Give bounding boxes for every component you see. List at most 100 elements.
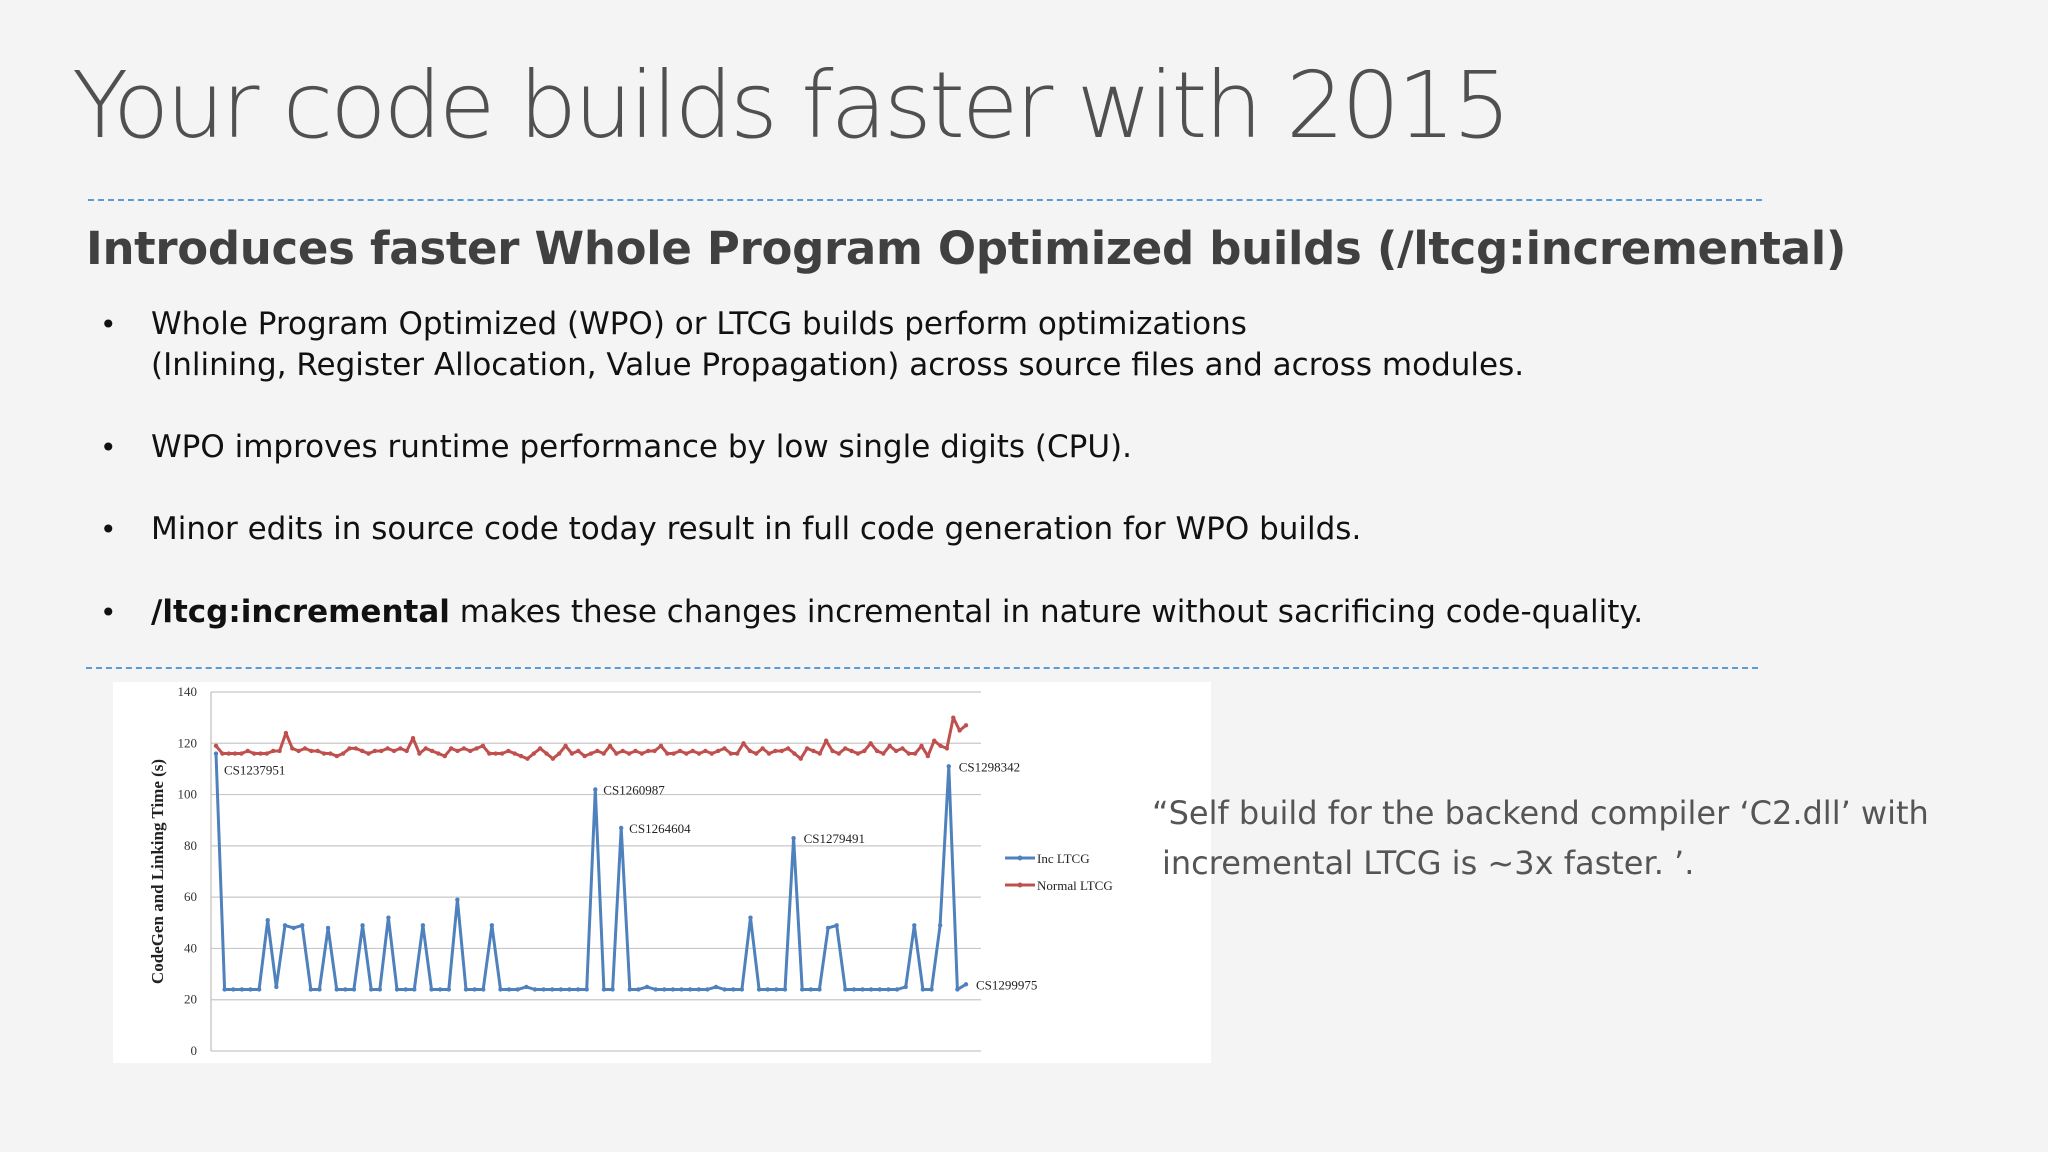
data-point xyxy=(929,987,934,992)
data-point xyxy=(296,748,301,754)
data-point xyxy=(925,753,931,759)
data-point xyxy=(274,984,279,990)
data-point xyxy=(328,751,333,756)
data-point xyxy=(532,987,538,992)
y-tick-label: 140 xyxy=(178,684,198,699)
data-point xyxy=(817,987,822,992)
data-point xyxy=(773,748,778,754)
data-point xyxy=(308,987,314,992)
bullet-item: • Whole Program Optimized (WPO) or LTCG … xyxy=(100,304,1720,386)
data-point xyxy=(881,751,886,756)
data-point xyxy=(825,925,831,931)
series-line-inc-ltcg xyxy=(214,753,967,991)
data-point xyxy=(765,987,770,992)
data-point xyxy=(671,751,676,756)
data-point xyxy=(919,743,924,749)
data-point xyxy=(582,753,587,759)
data-point xyxy=(722,746,727,751)
data-point xyxy=(851,987,857,992)
bullet-item: • /ltcg:incremental makes these changes … xyxy=(100,592,1720,633)
data-point xyxy=(472,987,477,992)
data-point xyxy=(557,751,562,756)
bullet-list: • Whole Program Optimized (WPO) or LTCG … xyxy=(100,304,1720,633)
data-point xyxy=(886,987,891,992)
data-point xyxy=(563,743,568,749)
data-point xyxy=(696,751,702,756)
data-point xyxy=(518,753,524,759)
data-point xyxy=(351,987,357,992)
data-point xyxy=(550,987,555,992)
data-point xyxy=(575,987,581,992)
data-point xyxy=(309,748,314,754)
data-point xyxy=(614,751,619,756)
data-point xyxy=(353,746,359,751)
data-point xyxy=(658,743,664,749)
data-point xyxy=(843,987,848,992)
data-point xyxy=(558,987,564,992)
data-point xyxy=(946,764,951,769)
bullet-text: Whole Program Optimized (WPO) or LTCG bu… xyxy=(151,306,1247,342)
data-point xyxy=(245,748,250,754)
data-point xyxy=(906,751,911,756)
y-tick-label: 120 xyxy=(178,735,198,750)
y-tick-label: 0 xyxy=(191,1043,198,1058)
data-point xyxy=(377,987,382,992)
data-point xyxy=(524,984,529,990)
data-point xyxy=(920,987,926,992)
data-point xyxy=(944,746,950,751)
data-point xyxy=(584,987,589,992)
data-point xyxy=(766,751,772,756)
bullet-dot: • xyxy=(100,596,117,629)
data-point xyxy=(264,751,270,756)
data-point xyxy=(340,751,346,756)
data-point xyxy=(804,746,810,751)
data-point xyxy=(412,987,417,992)
y-tick-label: 100 xyxy=(178,787,198,802)
data-point xyxy=(900,746,905,751)
legend-label: Inc LTCG xyxy=(1037,851,1090,866)
data-point xyxy=(860,987,865,992)
data-point xyxy=(506,748,511,754)
data-point xyxy=(734,751,740,756)
legend-label: Normal LTCG xyxy=(1037,878,1113,893)
data-point xyxy=(417,751,422,756)
data-point xyxy=(696,987,701,992)
legend-marker xyxy=(1017,855,1023,861)
data-point xyxy=(300,923,305,928)
quote-text: “Self build for the backend compiler ‘C2… xyxy=(1152,788,1992,888)
data-point xyxy=(791,835,796,841)
data-point xyxy=(360,923,365,928)
data-point xyxy=(662,987,667,992)
data-point xyxy=(627,987,632,992)
data-point xyxy=(731,987,736,992)
data-point xyxy=(226,751,231,756)
slide-subtitle: Introduces faster Whole Program Optimize… xyxy=(86,222,1847,275)
data-point xyxy=(741,741,746,746)
data-point xyxy=(665,751,670,756)
data-point xyxy=(877,987,882,992)
y-axis-label: CodeGen and Linking Time (s) xyxy=(148,759,167,984)
data-point xyxy=(567,987,572,992)
data-point xyxy=(709,751,714,756)
data-point xyxy=(739,987,745,992)
data-point xyxy=(713,984,719,990)
data-point xyxy=(487,751,492,756)
data-point xyxy=(679,987,684,992)
data-point xyxy=(601,751,606,756)
data-point xyxy=(480,743,486,749)
data-point xyxy=(489,923,495,928)
annotation-label: CS1260987 xyxy=(603,782,665,797)
data-point xyxy=(595,748,600,754)
bullet-dot: • xyxy=(100,431,117,464)
data-point xyxy=(550,756,556,761)
bullet-text: Minor edits in source code today result … xyxy=(151,511,1362,547)
data-point xyxy=(436,751,441,756)
data-point xyxy=(290,746,295,751)
data-point xyxy=(620,748,625,754)
data-point xyxy=(398,746,403,751)
data-point xyxy=(798,756,803,761)
data-point xyxy=(862,748,867,754)
bullet-keyword: /ltcg:incremental xyxy=(151,594,450,630)
data-point xyxy=(670,987,676,992)
data-point xyxy=(213,751,219,756)
